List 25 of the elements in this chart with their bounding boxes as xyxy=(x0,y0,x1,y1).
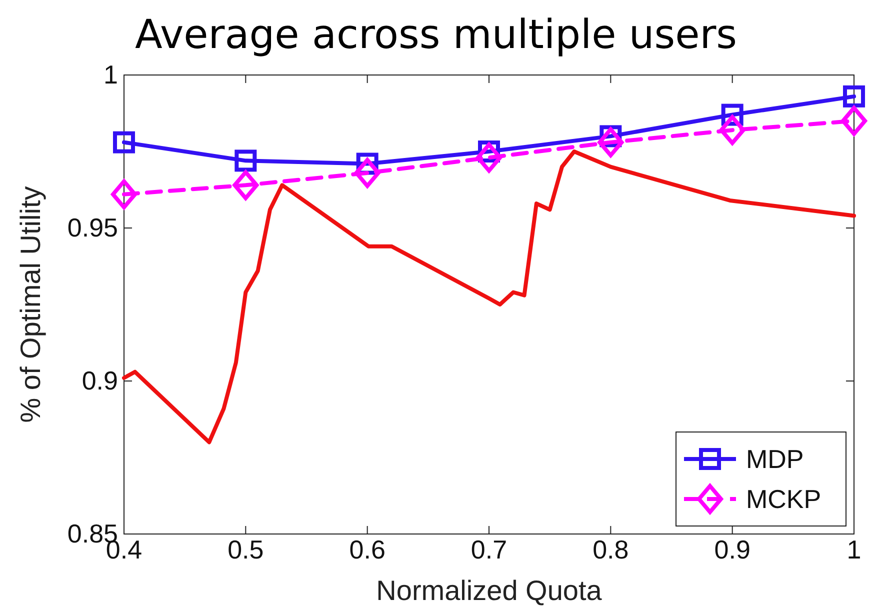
chart-title: Average across multiple users xyxy=(134,12,738,58)
point xyxy=(234,150,257,172)
x-axis-title: Normalized Quota xyxy=(376,575,602,606)
legend-label: MDP xyxy=(746,444,804,474)
point xyxy=(598,127,624,158)
point xyxy=(476,142,502,173)
x-tick-label: 0.5 xyxy=(228,534,264,564)
y-axis-title: % of Optimal Utility xyxy=(15,186,46,423)
point xyxy=(111,179,137,210)
y-tick-label: 0.9 xyxy=(82,365,118,396)
point xyxy=(719,115,746,146)
point xyxy=(232,170,259,200)
x-tick-label: 0.7 xyxy=(470,534,508,564)
point xyxy=(843,85,865,108)
x-tick-label: 0.6 xyxy=(349,534,386,564)
point xyxy=(113,131,135,154)
x-tick-label: 1 xyxy=(846,534,862,564)
x-tick-label: 0.9 xyxy=(714,534,750,564)
point xyxy=(841,106,867,136)
x-tick-label: 0.8 xyxy=(592,534,629,564)
line-series xyxy=(122,150,856,444)
y-tick-label: 0.95 xyxy=(67,212,118,242)
legend-label: MCKP xyxy=(746,484,822,514)
y-tick-label: 1 xyxy=(104,59,118,90)
point xyxy=(354,158,380,188)
